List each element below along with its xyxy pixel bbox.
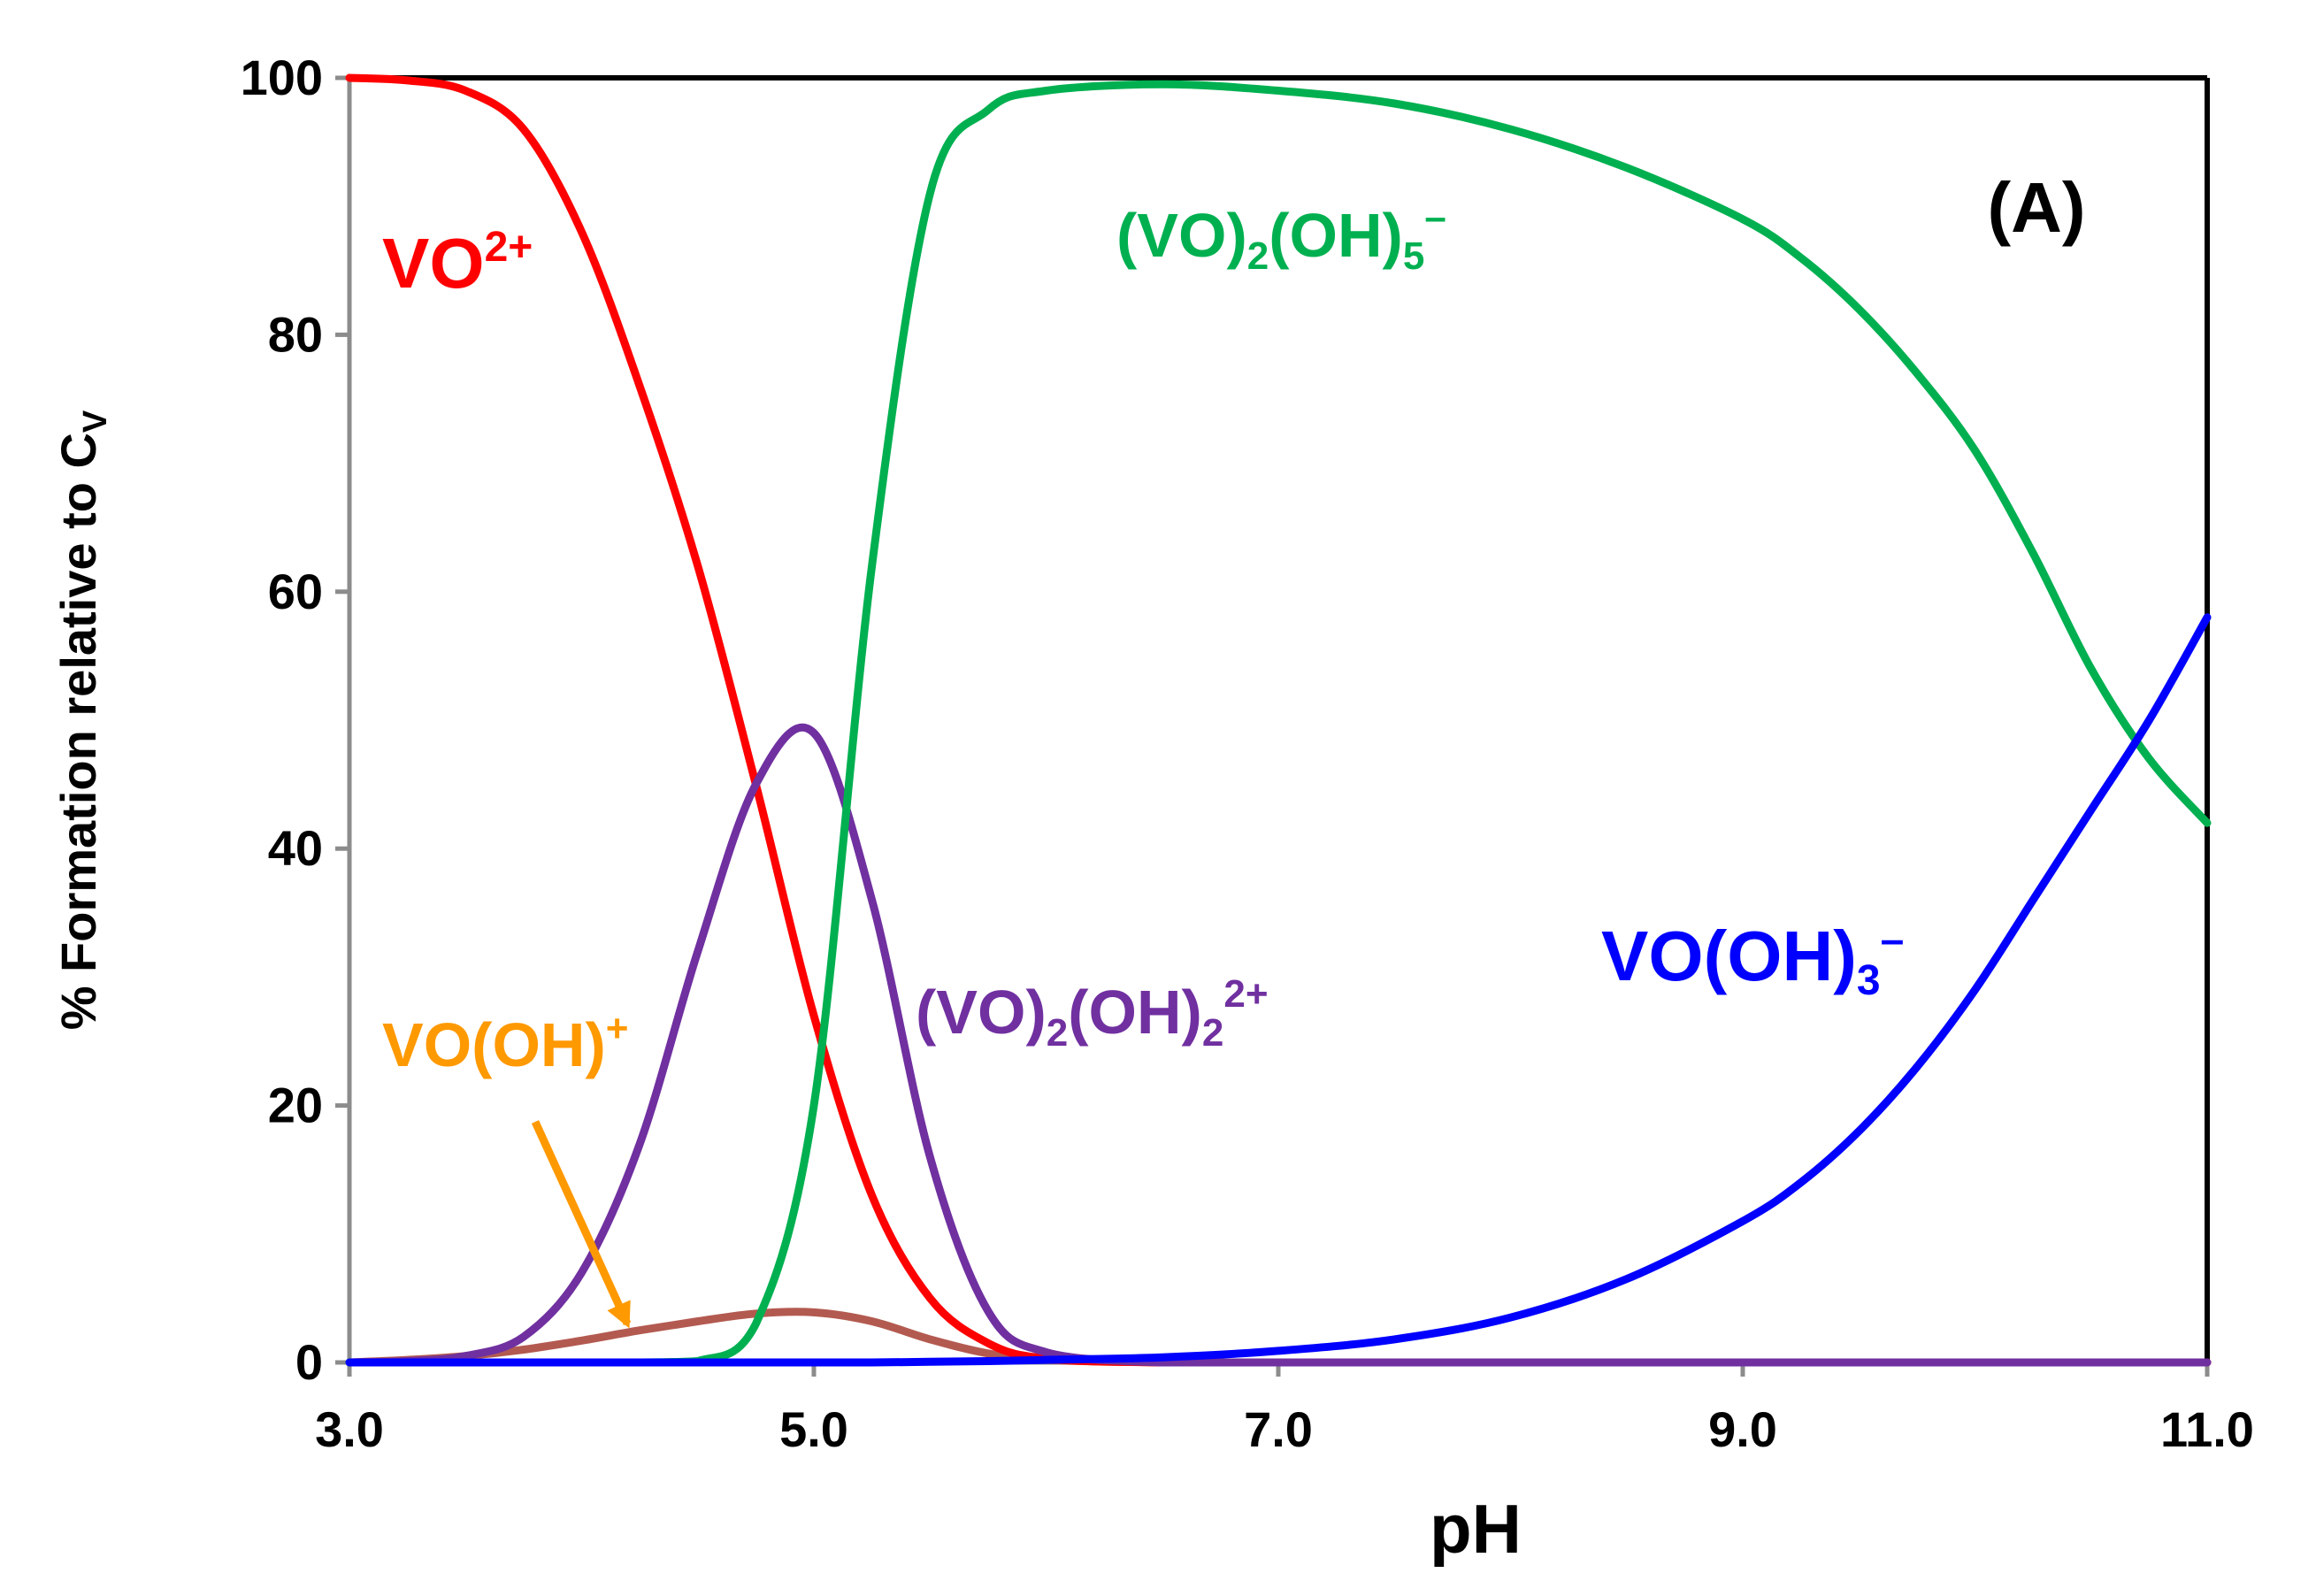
label-vooh3-minus: VO(OH)3– — [1601, 917, 1904, 1004]
annotation-arrow — [531, 1120, 632, 1329]
x-tick-label: 7.0 — [1244, 1401, 1313, 1457]
panel-label: (A) — [1987, 168, 2085, 247]
y-axis-title-subscript: V — [77, 410, 114, 433]
x-tick-label: 3.0 — [315, 1401, 384, 1457]
y-axis-title: % Formation relative to CV — [50, 410, 114, 1030]
y-tick-label: 40 — [268, 820, 323, 876]
x-tick-label: 11.0 — [2160, 1401, 2254, 1457]
x-tick-label: 5.0 — [779, 1401, 848, 1457]
x-axis-title: pH — [1430, 1490, 1522, 1568]
series-line-vo-oh-3- — [345, 613, 2212, 1367]
y-tick-label: 0 — [295, 1334, 323, 1390]
y-tick-label: 60 — [268, 564, 323, 619]
y-tick-label: 100 — [241, 50, 323, 105]
series-lines — [345, 73, 2212, 1367]
axis-ticks: 3.0 5.0 7.0 9.0 11.0 0 20 40 60 80 100 — [241, 50, 2254, 1457]
series-line--vo-2-oh-2-2- — [345, 723, 2212, 1367]
x-tick-label: 9.0 — [1708, 1401, 1777, 1457]
y-tick-label: 80 — [268, 306, 323, 362]
y-tick-label: 20 — [268, 1078, 323, 1133]
label-vo2oh2-2plus: (VO)2(OH)22+ — [916, 972, 1269, 1055]
label-vo2plus: VO2+ — [382, 224, 533, 303]
y-axis-title-main: % Formation relative to C — [50, 433, 106, 1030]
label-vo2oh5-minus: (VO)2(OH)5– — [1116, 196, 1446, 278]
label-vooh-plus: VO(OH)+ — [382, 1007, 628, 1079]
